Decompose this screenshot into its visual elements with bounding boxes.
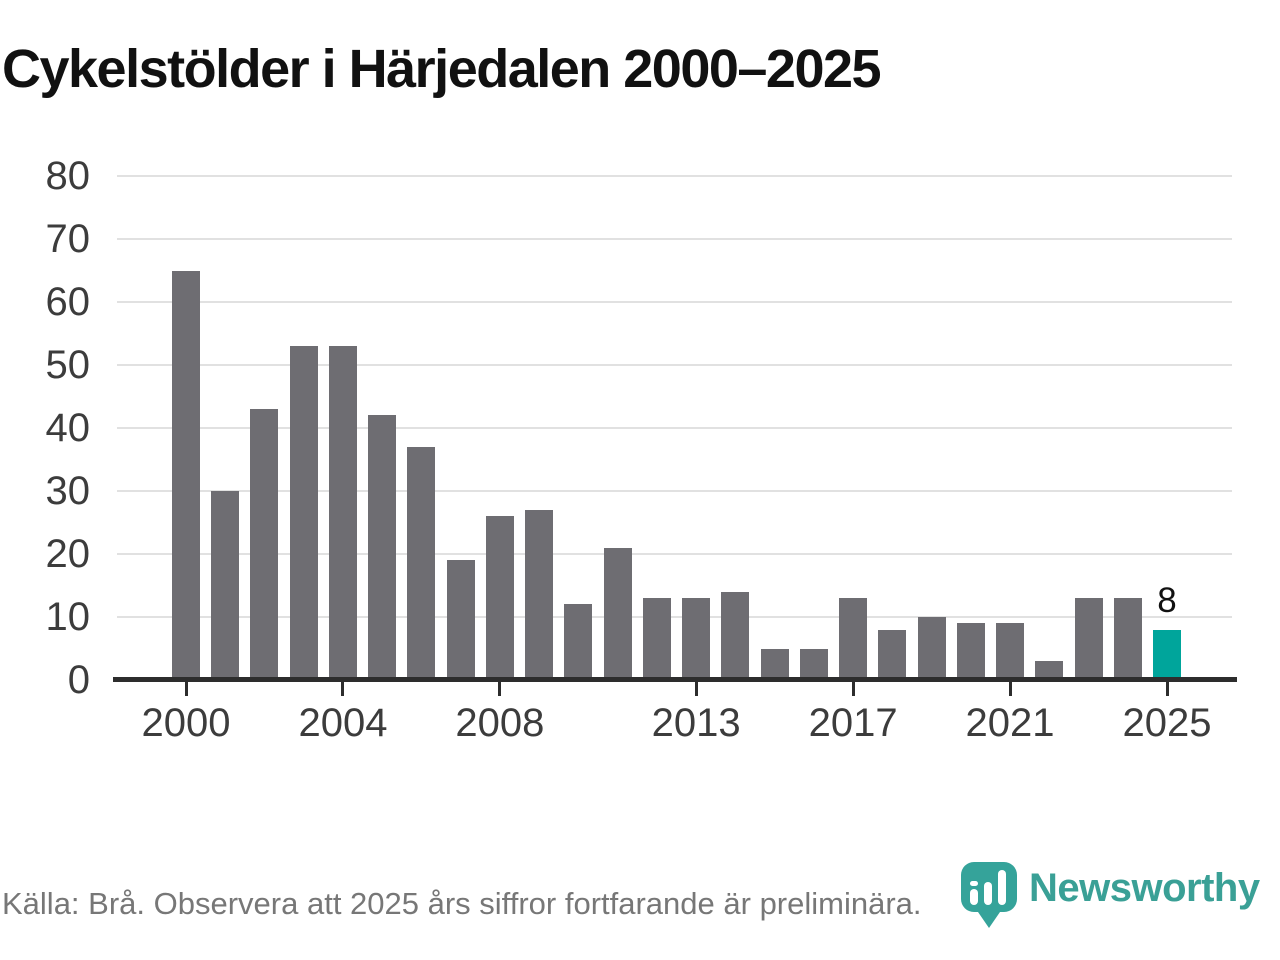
y-tick-label-70: 70	[45, 217, 91, 261]
x-tick-2021	[1008, 682, 1012, 696]
y-tick-label-10: 10	[45, 595, 91, 639]
gridline-60	[117, 301, 1232, 303]
bar-2018	[878, 629, 907, 680]
y-tick-label-60: 60	[45, 280, 91, 324]
x-axis-line	[113, 677, 1237, 682]
bar-2007	[446, 560, 475, 680]
gridline-50	[117, 364, 1232, 366]
bar-2022	[1035, 661, 1064, 680]
y-tick-label-50: 50	[45, 343, 91, 387]
x-tick-label-2000: 2000	[141, 701, 231, 745]
bar-2013	[682, 598, 711, 680]
bar-2008	[485, 516, 514, 680]
x-tick-label-2008: 2008	[455, 701, 545, 745]
bar-value-label-2025: 8	[1157, 580, 1177, 620]
bar-2023	[1074, 598, 1103, 680]
gridline-30	[117, 490, 1232, 492]
bar-2010	[564, 604, 593, 680]
bar-2001	[211, 491, 240, 680]
bar-chart-pin-icon	[961, 862, 1017, 928]
bar-2024	[1113, 598, 1142, 680]
y-tick-label-40: 40	[45, 406, 91, 450]
gridline-20	[117, 553, 1232, 555]
x-tick-2004	[341, 682, 345, 696]
bar-2025	[1153, 629, 1181, 680]
bar-2020	[956, 623, 985, 680]
source-note: Källa: Brå. Observera att 2025 års siffr…	[2, 886, 922, 921]
y-tick-label-20: 20	[45, 532, 91, 576]
bar-2000	[172, 270, 200, 680]
bar-2016	[799, 648, 828, 680]
x-tick-label-2017: 2017	[808, 701, 898, 745]
x-tick-2025	[1165, 682, 1169, 696]
chart-title: Cykelstölder i Härjedalen 2000–2025	[2, 39, 882, 99]
y-tick-label-0: 0	[67, 658, 90, 702]
x-tick-2017	[851, 682, 855, 696]
x-tick-label-2013: 2013	[651, 701, 741, 745]
bar-2014	[721, 591, 750, 680]
gridline-40	[117, 427, 1232, 429]
y-tick-label-30: 30	[45, 469, 91, 513]
bar-2015	[760, 648, 789, 680]
gridline-10	[117, 616, 1232, 618]
y-tick-label-80: 80	[45, 154, 91, 198]
bar-2011	[603, 547, 632, 680]
x-tick-label-2025: 2025	[1122, 701, 1212, 745]
x-tick-2013	[694, 682, 698, 696]
bar-2017	[839, 598, 868, 680]
bar-2002	[250, 409, 279, 680]
bar-2004	[328, 346, 357, 680]
bar-2012	[642, 598, 671, 680]
x-tick-2000	[184, 682, 188, 696]
x-tick-label-2021: 2021	[965, 701, 1055, 745]
newsworthy-logo-text: Newsworthy	[1029, 866, 1260, 910]
bar-2021	[996, 623, 1025, 680]
bar-2019	[917, 617, 946, 680]
x-tick-label-2004: 2004	[298, 701, 388, 745]
bar-2009	[525, 509, 554, 680]
x-tick-2008	[498, 682, 502, 696]
gridline-80	[117, 175, 1232, 177]
bar-2006	[407, 446, 436, 680]
bar-2005	[368, 415, 397, 680]
gridline-70	[117, 238, 1232, 240]
bar-2003	[289, 346, 318, 680]
